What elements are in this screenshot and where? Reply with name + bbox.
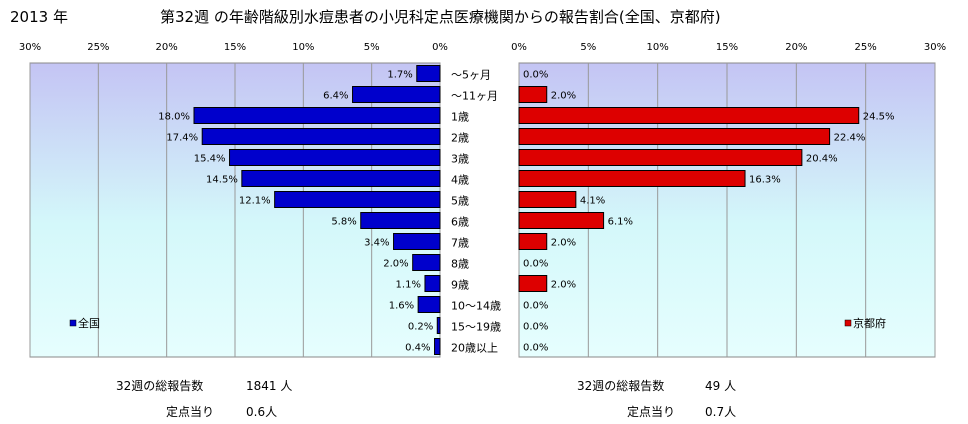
kyoto-plot-area: 0% 5% 10% 15% 20% 25% 30%0.0%2.0%24.5%22.4%20.… (511, 42, 946, 358)
national-bar (193, 107, 441, 124)
kyoto-value-label: 0.0% (523, 343, 548, 354)
category-label: ～5ヶ月 (451, 69, 491, 82)
category-label: 8歳 (451, 258, 469, 271)
national-value-label: 0.4% (405, 343, 430, 354)
national-x-tick-label: 10% (292, 42, 314, 53)
national-x-tick-label: 30% (19, 42, 41, 53)
national-total-value: 1841 人 (246, 379, 293, 393)
national-x-tick-label: 20% (156, 42, 178, 53)
category-label: 20歳以上 (451, 342, 498, 355)
national-value-label: 3.4% (364, 238, 389, 249)
national-bar (393, 233, 441, 250)
national-bar (412, 254, 441, 271)
kyoto-x-tick-label: 20% (785, 42, 807, 53)
national-value-label: 1.1% (396, 280, 421, 291)
kyoto-value-label: 2.0% (551, 238, 576, 249)
national-total-label: 32週の総報告数 (116, 379, 204, 393)
category-label: 10～14歳 (451, 300, 501, 313)
national-per-value: 0.6人 (246, 405, 278, 419)
kyoto-value-label: 4.1% (580, 196, 605, 207)
national-bar (201, 128, 441, 145)
category-label: 3歳 (451, 153, 469, 166)
national-per-label: 定点当り (166, 405, 215, 419)
category-label: 7歳 (451, 237, 469, 250)
kyoto-bar (518, 170, 746, 187)
national-value-label: 1.6% (389, 301, 414, 312)
national-bar (241, 170, 441, 187)
category-labels: ～5ヶ月 ～11ヶ月 1歳 2歳 3歳 4歳 5歳 6歳 7歳 8歳 9歳 10～14歳 15～19歳 2… (451, 69, 501, 355)
kyoto-bar (518, 149, 803, 166)
national-value-label: 2.0% (383, 259, 408, 270)
kyoto-value-label: 0.0% (523, 70, 548, 81)
kyoto-value-label: 2.0% (551, 91, 576, 102)
national-value-label: 1.7% (387, 70, 412, 81)
national-value-label: 18.0% (158, 112, 190, 123)
national-x-tick-label: 5% (364, 42, 380, 53)
national-bar (434, 338, 441, 355)
national-bar (360, 212, 441, 229)
category-label: 6歳 (451, 216, 469, 229)
kyoto-per-value: 0.7人 (705, 405, 737, 419)
kyoto-bar (518, 191, 577, 208)
kyoto-value-label: 22.4% (834, 133, 866, 144)
kyoto-value-label: 20.4% (806, 154, 838, 165)
national-x-tick-label: 15% (224, 42, 246, 53)
national-value-label: 6.4% (323, 91, 348, 102)
kyoto-x-tick-label: 5% (580, 42, 596, 53)
kyoto-value-label: 24.5% (863, 112, 895, 123)
kyoto-value-label: 0.0% (523, 301, 548, 312)
category-label: 5歳 (451, 195, 469, 208)
kyoto-value-label: 16.3% (749, 175, 781, 186)
national-value-label: 14.5% (206, 175, 238, 186)
national-bar (436, 317, 441, 334)
kyoto-bar (518, 275, 548, 292)
national-legend-label: 全国 (78, 316, 100, 330)
national-bar (424, 275, 441, 292)
kyoto-bar (518, 233, 548, 250)
category-label: 1歳 (451, 111, 469, 124)
national-value-label: 12.1% (239, 196, 271, 207)
national-x-tick-label: 0% (432, 42, 448, 53)
kyoto-x-tick-label: 30% (924, 42, 946, 53)
national-bar (352, 86, 441, 103)
chart-year: 2013 年 (10, 8, 68, 26)
category-label: 2歳 (451, 132, 469, 145)
chart-title: 第32週 の年齢階級別水痘患者の小児科定点医療機関からの報告割合(全国、京都府) (160, 8, 721, 26)
national-bar (274, 191, 441, 208)
category-label: ～11ヶ月 (451, 90, 498, 103)
kyoto-value-label: 2.0% (551, 280, 576, 291)
category-label: 4歳 (451, 174, 469, 187)
kyoto-total-label: 32週の総報告数 (577, 379, 665, 393)
national-legend-swatch (69, 319, 77, 327)
kyoto-bar (518, 212, 605, 229)
category-label: 15～19歳 (451, 321, 501, 334)
kyoto-legend-label: 京都府 (853, 316, 886, 330)
national-value-label: 5.8% (331, 217, 356, 228)
kyoto-bar (518, 86, 548, 103)
national-value-label: 17.4% (166, 133, 198, 144)
kyoto-x-tick-label: 0% (511, 42, 527, 53)
kyoto-x-tick-label: 10% (647, 42, 669, 53)
category-label: 9歳 (451, 279, 469, 292)
national-bar (229, 149, 441, 166)
kyoto-bar (518, 128, 831, 145)
national-bar (417, 296, 441, 313)
kyoto-x-tick-label: 15% (716, 42, 738, 53)
kyoto-value-label: 6.1% (608, 217, 633, 228)
kyoto-value-label: 0.0% (523, 259, 548, 270)
national-bar (416, 65, 441, 82)
kyoto-legend-swatch (844, 319, 852, 327)
kyoto-value-label: 0.0% (523, 322, 548, 333)
national-plot-area: 30% 25% 20% 15% 10% 5% 0% 1.7% 6.4% 18.0% 17.4% 15.… (19, 42, 448, 358)
national-value-label: 0.2% (408, 322, 433, 333)
kyoto-x-tick-label: 25% (855, 42, 877, 53)
kyoto-bar (518, 107, 860, 124)
national-x-tick-label: 25% (87, 42, 109, 53)
kyoto-total-value: 49 人 (705, 379, 737, 393)
national-value-label: 15.4% (194, 154, 226, 165)
kyoto-per-label: 定点当り (627, 405, 676, 419)
